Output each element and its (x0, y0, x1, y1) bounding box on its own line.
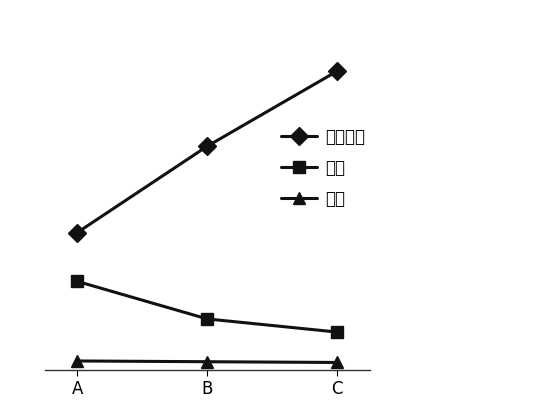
应力 (204, 359, 211, 364)
Line: 钓板用量: 钓板用量 (71, 65, 343, 239)
位移 (74, 279, 81, 284)
钓板用量 (204, 144, 211, 149)
钓板用量 (74, 230, 81, 235)
Legend: 钓板用量, 位移, 应力: 钓板用量, 位移, 应力 (274, 121, 372, 215)
位移 (334, 330, 340, 335)
应力 (334, 360, 340, 365)
Line: 位移: 位移 (71, 275, 343, 338)
应力 (74, 358, 81, 363)
钓板用量 (334, 68, 340, 74)
位移 (204, 316, 211, 321)
Line: 应力: 应力 (71, 355, 343, 369)
